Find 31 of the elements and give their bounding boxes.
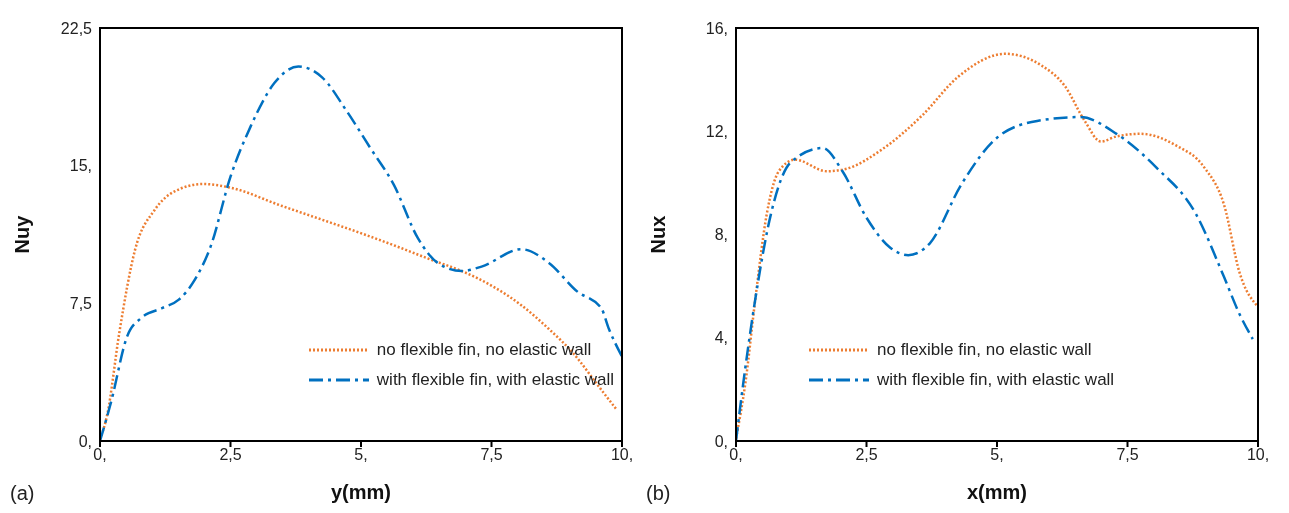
y-tick-label: 8, xyxy=(714,226,728,244)
y-axis-title: Nux xyxy=(647,215,670,254)
x-tick-label: 7,5 xyxy=(480,446,503,464)
x-tick-label: 5, xyxy=(354,446,368,464)
x-axis-title: x(mm) xyxy=(966,481,1028,503)
y-tick-label: 15, xyxy=(69,157,92,175)
y-tick-label: 4, xyxy=(714,329,728,347)
x-tick-label: 2,5 xyxy=(855,446,878,464)
y-tick-label: 7,5 xyxy=(69,295,93,313)
text: (b) xyxy=(646,482,671,505)
y-tick-label: 0, xyxy=(714,432,728,450)
y-tick-label: 12, xyxy=(705,122,728,140)
line-series xyxy=(100,65,622,441)
x-tick-label: 5, xyxy=(990,446,1004,464)
x-tick-label: 7,5 xyxy=(1116,446,1139,464)
x-tick-label: 0, xyxy=(729,446,743,464)
text: (a) xyxy=(10,482,35,505)
y-tick-label: 16, xyxy=(705,19,728,37)
legend-label: no flexible fin, no elastic wall xyxy=(877,340,1092,360)
y-tick-label: 0, xyxy=(78,432,92,450)
x-axis-title: y(mm) xyxy=(330,481,392,503)
y-tick-label: 22,5 xyxy=(60,19,93,37)
line-series xyxy=(736,115,1255,441)
y-axis-title: Nuy xyxy=(11,214,34,254)
legend-label: no flexible fin, no elastic wall xyxy=(376,340,592,360)
x-tick-label: 10, xyxy=(1246,446,1270,464)
legend-label: with flexible fin, with elastic wall xyxy=(376,370,614,390)
x-tick-label: 10, xyxy=(610,446,634,464)
legend-label: with flexible fin, with elastic wall xyxy=(877,370,1115,390)
x-tick-label: 0, xyxy=(93,446,107,464)
x-tick-label: 2,5 xyxy=(219,446,242,464)
